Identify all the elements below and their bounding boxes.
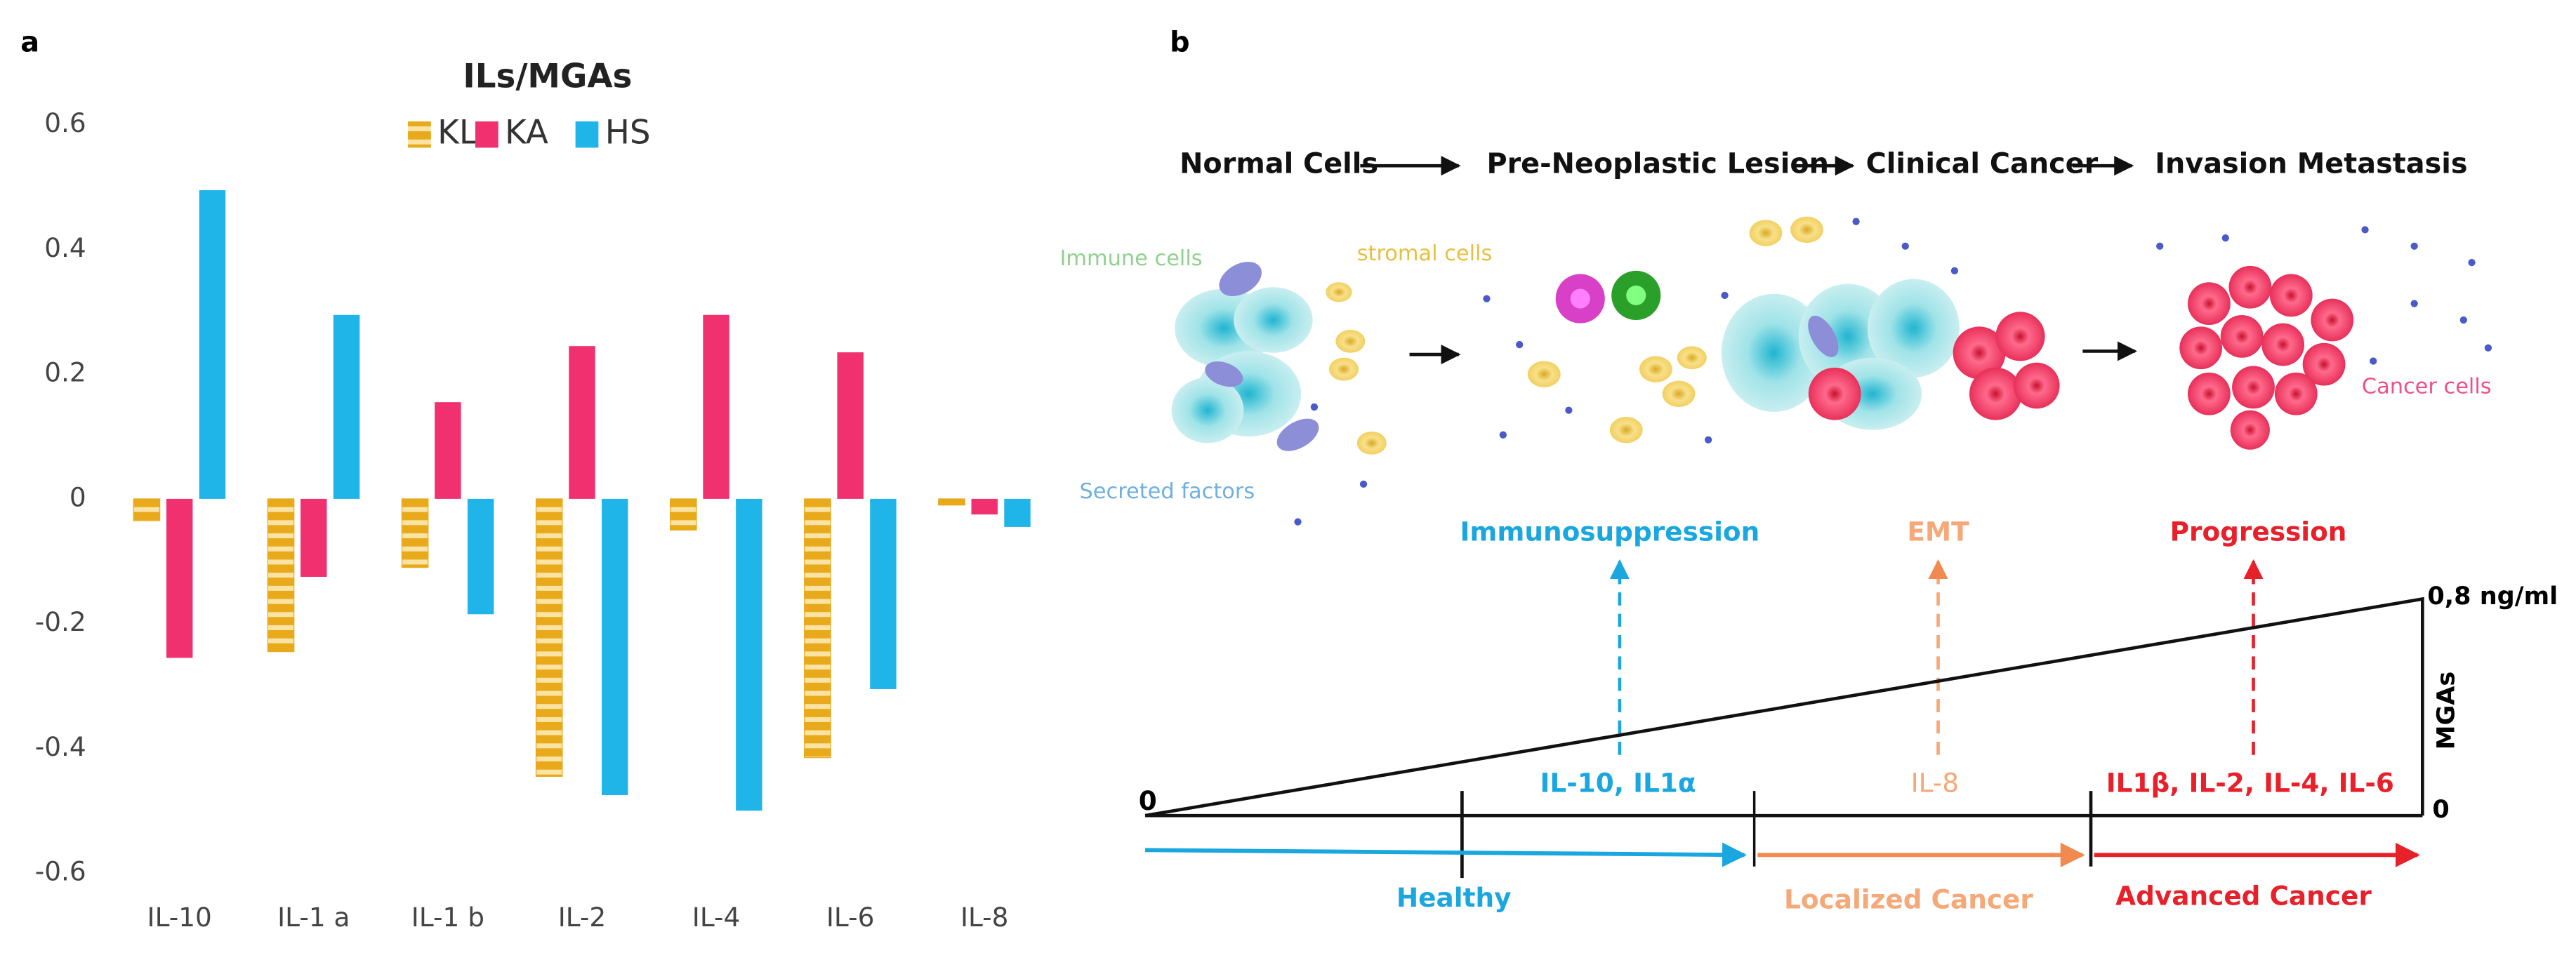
bar-chart: -0.6 -0.4 -0.2 0 0.2 0.4 0.6 KL KA HS IL-10 IL-1 a I… bbox=[35, 107, 1031, 933]
y-tick-label: 0 bbox=[70, 481, 86, 512]
mga-wedge bbox=[1144, 596, 2424, 818]
panel-label: a bbox=[20, 27, 39, 59]
marker-list: IL-8 bbox=[1911, 767, 1960, 798]
bar bbox=[602, 498, 628, 795]
bar bbox=[435, 402, 461, 499]
bar bbox=[267, 498, 295, 653]
panel-label: b bbox=[1170, 27, 1189, 59]
x-tick-label: IL-4 bbox=[692, 902, 741, 933]
bar bbox=[467, 498, 494, 615]
legend-swatch bbox=[575, 121, 599, 148]
bar bbox=[1004, 498, 1031, 527]
cell-label: Immune cells bbox=[1059, 246, 1202, 271]
lesion-cells bbox=[1527, 270, 1707, 444]
bar bbox=[837, 352, 864, 499]
secreted-dots bbox=[1294, 218, 2492, 526]
bar bbox=[166, 498, 193, 658]
legend-label: KA bbox=[505, 114, 548, 152]
bar bbox=[133, 498, 161, 521]
marker-list: IL1β, IL-2, IL-4, IL-6 bbox=[2106, 767, 2394, 798]
effect: EMT bbox=[1907, 516, 1969, 547]
stage: Clinical Cancer bbox=[1866, 148, 2099, 180]
x-tick-label: IL-6 bbox=[826, 902, 875, 933]
x-tick-label: IL-10 bbox=[147, 902, 212, 933]
y-tick-label: 0.2 bbox=[44, 357, 86, 388]
axis-label: 0 bbox=[2432, 795, 2449, 824]
bar bbox=[300, 498, 327, 577]
bar bbox=[535, 498, 563, 777]
axis-title: MGAs bbox=[2431, 672, 2460, 750]
phase-label: Advanced Cancer bbox=[2115, 881, 2372, 912]
bar bbox=[569, 346, 595, 499]
bar bbox=[736, 498, 762, 811]
y-tick-label: 0.6 bbox=[44, 107, 86, 138]
bar bbox=[199, 190, 226, 499]
chart-title: ILs/MGAs bbox=[463, 58, 632, 96]
x-tick-label: IL-1 a bbox=[277, 902, 350, 933]
y-tick-label: -0.2 bbox=[35, 606, 86, 637]
y-tick-label: -0.6 bbox=[35, 856, 86, 887]
cell-label: Secreted factors bbox=[1080, 479, 1255, 504]
stage: Pre-Neoplastic Lesion bbox=[1486, 148, 1829, 180]
x-tick-label: IL-1 b bbox=[411, 902, 484, 933]
cell-label: stromal cells bbox=[1357, 241, 1493, 266]
cell-label: Cancer cells bbox=[2362, 374, 2492, 399]
effect: Immunosuppression bbox=[1460, 516, 1759, 547]
legend-label: KL bbox=[437, 114, 477, 152]
x-tick-label: IL-8 bbox=[960, 902, 1009, 933]
bar bbox=[401, 498, 429, 568]
stage: Normal Cells bbox=[1180, 148, 1378, 180]
legend-label: HS bbox=[605, 114, 651, 152]
phase-label: Healthy bbox=[1396, 882, 1512, 913]
axis-label: 0 bbox=[1139, 785, 1157, 816]
bar bbox=[669, 498, 697, 531]
phase-arrow bbox=[1145, 842, 1748, 867]
bar bbox=[703, 314, 729, 499]
stage: Invasion Metastasis bbox=[2155, 148, 2467, 180]
marker-list: IL-10, IL1α bbox=[1540, 767, 1696, 798]
bar bbox=[971, 498, 998, 515]
y-tick-label: 0.4 bbox=[44, 232, 86, 263]
axis-label: 0,8 ng/ml bbox=[2427, 582, 2558, 611]
legend-swatch bbox=[408, 121, 431, 148]
bar bbox=[333, 314, 360, 499]
effect: Progression bbox=[2170, 516, 2347, 547]
legend-swatch bbox=[475, 121, 498, 148]
x-tick-label: IL-2 bbox=[558, 902, 607, 933]
clinical-cells bbox=[1721, 216, 2060, 430]
normal-cells bbox=[1171, 262, 1387, 455]
y-tick-label: -0.4 bbox=[35, 731, 86, 762]
bar bbox=[938, 498, 965, 506]
metastasis-cells bbox=[2179, 265, 2354, 450]
bar bbox=[870, 498, 897, 689]
bar bbox=[804, 498, 831, 759]
phase-label: Localized Cancer bbox=[1784, 884, 2033, 914]
diagram: b Normal Cells Pre-Neoplastic Lesion Cli… bbox=[1059, 27, 2558, 915]
